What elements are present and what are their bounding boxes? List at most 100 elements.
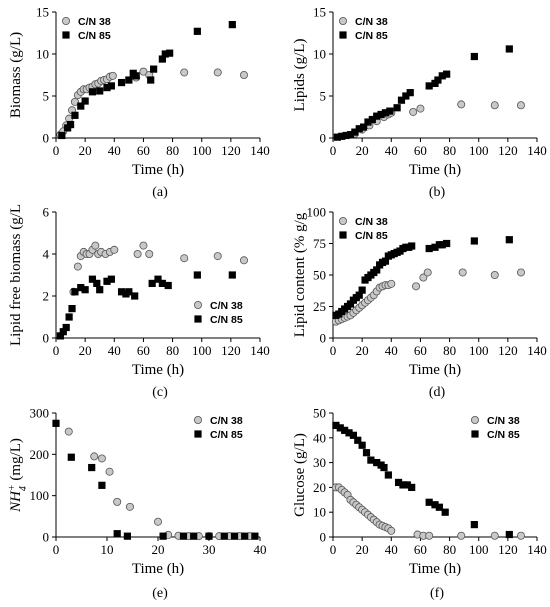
- x-tick-label: 60: [414, 143, 427, 158]
- y-tick-label: 6: [43, 205, 50, 220]
- data-point: [88, 88, 97, 96]
- legend-label: C/N 38: [210, 300, 243, 312]
- data-point: [147, 76, 155, 84]
- data-point: [333, 133, 341, 141]
- legend-label: C/N 38: [487, 415, 520, 427]
- data-point: [159, 532, 167, 540]
- panel-label: (f): [430, 586, 444, 601]
- x-tick-label: 0: [330, 143, 337, 158]
- data-point: [66, 120, 75, 129]
- y-axis-label: NH4+ (mg/L): [7, 438, 29, 513]
- y-tick-label: 10: [36, 47, 49, 62]
- legend-marker: [194, 315, 202, 323]
- data-point: [125, 288, 133, 296]
- series-1: [331, 268, 525, 326]
- legend-marker: [338, 16, 347, 25]
- data-point: [103, 84, 111, 92]
- x-axis-label: Time (h): [132, 561, 184, 577]
- x-tick-label: 120: [498, 542, 518, 557]
- data-point: [125, 502, 134, 511]
- legend: C/N 38 C/N 85: [62, 16, 111, 42]
- data-point: [373, 459, 381, 467]
- data-point: [131, 292, 139, 300]
- y-tick-label: 200: [30, 447, 50, 462]
- x-tick-label: 20: [79, 143, 92, 158]
- data-point: [490, 270, 499, 279]
- data-point: [341, 426, 349, 434]
- data-point: [470, 521, 478, 529]
- legend-marker: [339, 31, 347, 39]
- x-tick-label: 0: [330, 343, 337, 358]
- data-point: [425, 82, 433, 90]
- y-label-base: NH: [8, 490, 24, 513]
- y-tick-label: 10: [313, 505, 326, 520]
- y-tick-label: 0: [320, 331, 327, 346]
- data-point: [58, 131, 66, 140]
- x-axis-label: Time (h): [409, 561, 461, 577]
- x-axis-label: Time (h): [409, 362, 461, 378]
- y-label-subscript: 4: [18, 486, 29, 491]
- x-tick-label: 100: [469, 143, 489, 158]
- x-tick-label: 20: [356, 343, 369, 358]
- y-axis-label: Lipid content (% g/g: [292, 212, 308, 337]
- data-point: [438, 241, 446, 249]
- legend-marker: [470, 415, 479, 424]
- data-point: [349, 431, 357, 439]
- data-point: [431, 243, 439, 251]
- x-tick-label: 20: [356, 143, 369, 158]
- y-tick-label: 25: [313, 299, 326, 314]
- data-point: [425, 244, 433, 253]
- data-point: [64, 427, 73, 436]
- chart-panel-1: 0 20 40 60 80 100 120 140 0 5 10 15 Time (h) Biomass …: [8, 5, 270, 201]
- y-axis-label: Biomass (g/L): [8, 32, 24, 118]
- data-point: [438, 72, 446, 80]
- data-point: [96, 286, 104, 294]
- data-point: [387, 526, 396, 535]
- x-tick-label: 60: [137, 143, 150, 158]
- data-point: [123, 532, 131, 540]
- data-point: [364, 118, 372, 126]
- data-point: [457, 531, 466, 540]
- data-point: [213, 68, 222, 77]
- data-point: [412, 282, 421, 291]
- data-point: [125, 76, 133, 84]
- data-point: [148, 279, 156, 287]
- data-point: [516, 268, 525, 277]
- data-point: [239, 71, 248, 80]
- legend-label: C/N 38: [210, 415, 243, 427]
- y-tick-label: 4: [43, 247, 50, 262]
- data-point: [470, 52, 478, 61]
- data-point: [402, 92, 410, 100]
- x-tick-label: 140: [527, 143, 547, 158]
- panel-label: (d): [429, 385, 446, 400]
- data-point: [164, 281, 172, 290]
- x-tick-label: 40: [108, 343, 121, 358]
- data-point: [358, 286, 366, 294]
- data-point: [505, 530, 513, 539]
- data-point: [62, 323, 70, 332]
- data-point: [355, 291, 363, 299]
- y-axis-label: Lipids (g/L): [292, 39, 308, 112]
- panel-label: (a): [152, 185, 168, 200]
- y-tick-label: 50: [313, 268, 326, 283]
- x-tick-label: 30: [203, 542, 216, 557]
- legend-marker: [193, 300, 202, 309]
- y-tick-label: 5: [43, 89, 50, 104]
- data-point: [166, 49, 174, 57]
- series-2: [333, 45, 513, 141]
- data-point: [105, 467, 114, 476]
- data-point: [113, 497, 122, 506]
- data-point: [158, 279, 166, 287]
- x-tick-label: 140: [527, 343, 547, 358]
- y-tick-label: 40: [313, 430, 326, 445]
- y-label-superscript: +: [7, 484, 18, 491]
- data-point: [180, 68, 189, 77]
- data-point: [153, 517, 162, 526]
- data-point: [386, 107, 394, 115]
- data-point: [457, 100, 466, 109]
- series-1: [331, 483, 525, 540]
- x-axis-label: Time (h): [132, 162, 184, 178]
- data-point: [346, 300, 355, 308]
- data-point: [355, 125, 363, 133]
- legend-marker: [194, 430, 202, 438]
